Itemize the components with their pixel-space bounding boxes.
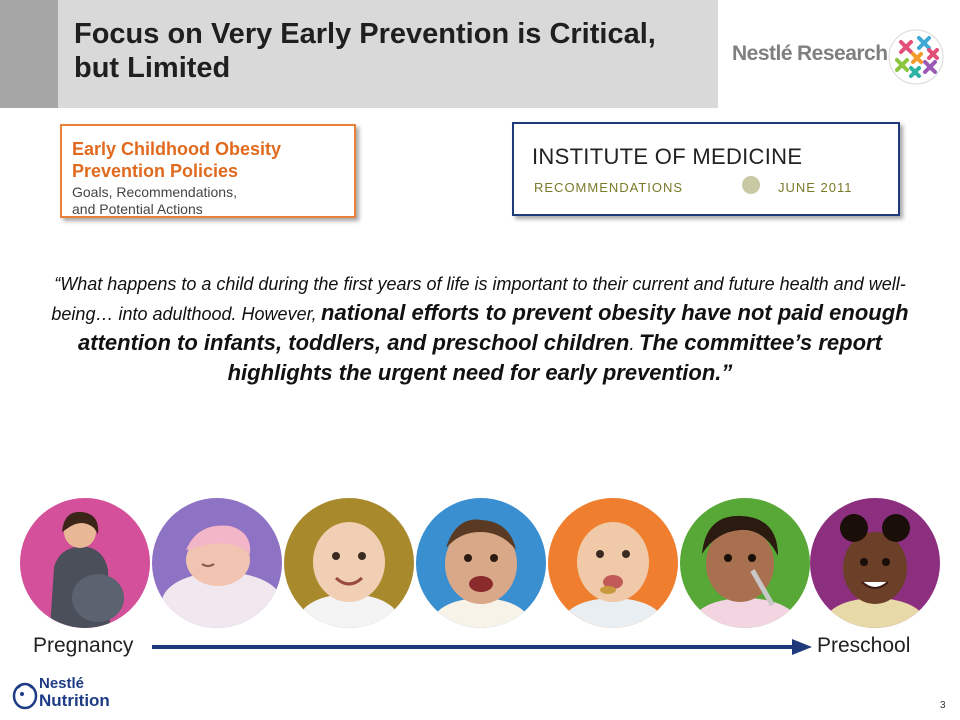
slide-title-line2: but Limited: [74, 52, 231, 84]
nestle-nutrition-logo-word1: Nestlé: [39, 675, 85, 692]
nestle-research-logo-word2: Research: [797, 42, 888, 65]
slide-title-line1: Focus on Very Early Prevention is Critic…: [74, 18, 656, 50]
nestle-research-mark-icon: [888, 29, 944, 85]
iom-date: JUNE 2011: [778, 180, 853, 195]
quote-intro: “What happens to a child during the firs…: [51, 274, 906, 324]
timeline-arrow: [152, 639, 812, 655]
timeline-end-label: Preschool: [817, 634, 911, 657]
report-cover-box: Early Childhood Obesity Prevention Polic…: [60, 124, 356, 218]
quote-emphasis: national efforts to prevent obesity have…: [78, 300, 909, 355]
nestle-nutrition-logo-word2: Nutrition: [39, 691, 110, 710]
nestle-nutrition-logo: Nestlé Nutrition: [12, 674, 112, 714]
quote-period: .: [629, 334, 635, 355]
iom-box: INSTITUTE OF MEDICINE RECOMMENDATIONS JU…: [512, 122, 900, 216]
photo-toddler-fork: [680, 498, 810, 628]
photo-baby-laughing: [416, 498, 546, 628]
iom-seal-icon: [742, 176, 760, 194]
photo-infant: [284, 498, 414, 628]
photo-pregnancy: [20, 498, 150, 628]
iom-recommendations: RECOMMENDATIONS: [534, 180, 684, 195]
title-accent-bar: [0, 0, 58, 108]
title-band: [0, 0, 718, 108]
timeline-start-label: Pregnancy: [33, 634, 134, 657]
photo-baby-eating: [548, 498, 678, 628]
slide-title: Focus on Very Early Prevention is Critic…: [74, 17, 714, 85]
quote-conclusion: The committee’s report highlights the ur…: [227, 330, 882, 385]
nestle-research-logo: Nestlé Research: [732, 28, 947, 88]
report-title-line1: Early Childhood Obesity: [72, 139, 282, 159]
report-subtitle-line2: and Potential Actions: [72, 201, 203, 217]
nestle-nutrition-bird-icon: [12, 682, 38, 710]
iom-title: INSTITUTE OF MEDICINE: [532, 144, 803, 169]
photo-newborn: [152, 498, 282, 628]
quote-block: “What happens to a child during the firs…: [38, 270, 922, 388]
report-subtitle-line1: Goals, Recommendations,: [72, 184, 237, 200]
report-title-line2: Prevention Policies: [72, 161, 239, 181]
photo-preschooler: [810, 498, 940, 628]
nestle-research-logo-word1: Nestlé: [732, 42, 793, 65]
page-number: 3: [940, 700, 946, 711]
